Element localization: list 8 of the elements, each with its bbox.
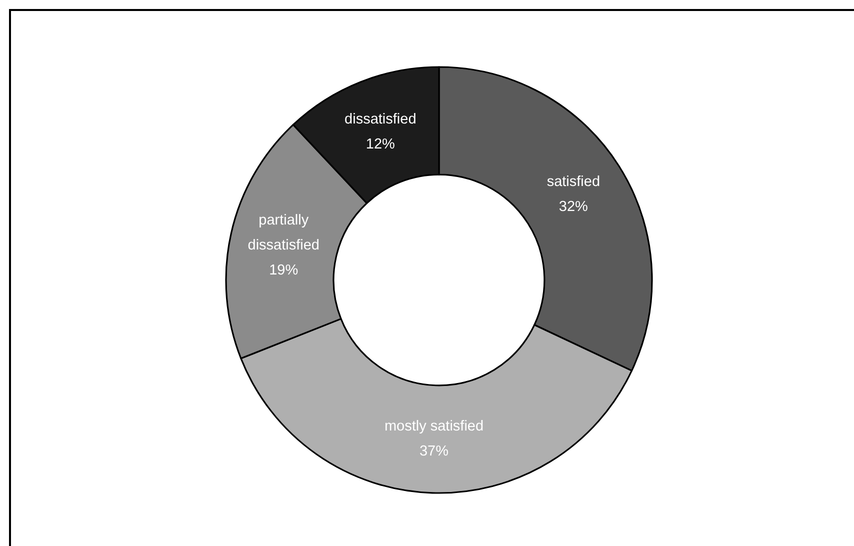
slice-label: partially dissatisfied xyxy=(248,212,320,254)
slice-label: satisfied xyxy=(546,174,600,190)
data-label: 37% xyxy=(419,444,449,460)
data-label: 19% xyxy=(269,262,298,278)
data-label: 32% xyxy=(558,199,588,216)
slice-label: dissatisfied xyxy=(344,111,416,128)
slice-label: mostly satisfied xyxy=(384,418,484,435)
data-label: 12% xyxy=(366,136,395,152)
